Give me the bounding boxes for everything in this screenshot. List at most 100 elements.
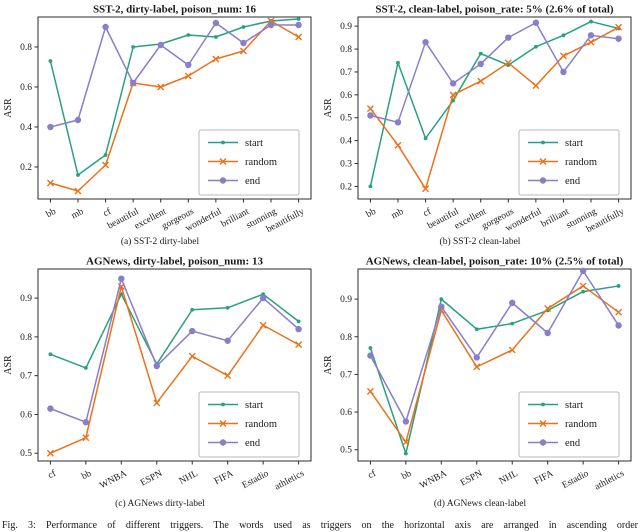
svg-text:WNBA: WNBA — [98, 469, 128, 492]
svg-text:0.8: 0.8 — [20, 333, 32, 343]
legend: start random end — [518, 129, 620, 196]
chart-grid: SST-2, dirty-label, poison_num: 16 0.2 0.4… — [0, 2, 640, 516]
svg-text:random: random — [565, 157, 597, 168]
plot-frame — [357, 16, 632, 200]
chart-sst2-dirty-label: SST-2, dirty-label, poison_num: 16 0.2 0.4… — [3, 4, 312, 232]
svg-text:athletics: athletics — [593, 469, 626, 493]
svg-text:end: end — [245, 176, 261, 187]
svg-text:0.7: 0.7 — [340, 370, 352, 380]
subcaption-b: (b) SST-2 clean-label — [439, 237, 521, 247]
svg-text:0.6: 0.6 — [340, 91, 352, 101]
svg-text:random: random — [245, 419, 277, 430]
chart-title: SST-2, clean-label, poison_rate: 5% (2.6… — [375, 4, 614, 16]
svg-text:cf: cf — [421, 206, 433, 220]
subcaption-c: (c) AGNews dirty-label — [115, 499, 205, 509]
x-axis: cf bb WNBA ESPN NHL FIFA Estadio athletics — [46, 461, 306, 493]
chart-title: SST-2, dirty-label, poison_num: 16 — [93, 4, 257, 16]
y-axis: 0.5 0.6 0.7 0.8 0.9 — [20, 294, 38, 459]
series-start — [368, 19, 621, 189]
x-axis: bb mb cfbeautifulexcellentgorgeouswonderfu… — [45, 199, 306, 232]
svg-text:0.6: 0.6 — [340, 408, 352, 418]
series-start — [368, 284, 621, 456]
chart-sst2-clean-label: SST-2, clean-label, poison_rate: 5% (2.6… — [323, 4, 632, 232]
chart-title: AGNews, dirty-label, poison_num: 13 — [86, 256, 263, 268]
svg-text:ESPN: ESPN — [139, 469, 164, 489]
svg-text:start: start — [245, 400, 263, 411]
svg-text:cf: cf — [46, 468, 58, 482]
svg-text:0.5: 0.5 — [340, 114, 352, 124]
y-axis-label: ASR — [323, 98, 334, 118]
series-end — [367, 267, 622, 425]
svg-text:0.8: 0.8 — [340, 45, 352, 55]
cell-agnews-clean: AGNews, clean-label, poison_rate: 10% (2… — [320, 254, 640, 516]
series-random — [366, 282, 623, 446]
x-axis: bb mb cfbeautifulexcellentgorgeouswonderfu… — [365, 199, 626, 232]
subcaption-a: (a) SST-2 dirty-label — [120, 237, 200, 247]
svg-text:0.5: 0.5 — [20, 449, 32, 459]
svg-text:0.8: 0.8 — [20, 43, 32, 53]
svg-text:NHL: NHL — [498, 469, 520, 487]
svg-text:cf: cf — [366, 468, 378, 482]
svg-text:0.2: 0.2 — [20, 163, 32, 173]
svg-text:0.7: 0.7 — [20, 372, 32, 382]
svg-text:NHL: NHL — [178, 469, 200, 487]
chart-title: AGNews, clean-label, poison_rate: 10% (2… — [366, 256, 624, 268]
svg-text:0.9: 0.9 — [20, 294, 32, 304]
y-axis-label: ASR — [3, 98, 14, 118]
svg-text:end: end — [565, 438, 581, 449]
svg-text:start: start — [245, 138, 263, 149]
svg-text:end: end — [565, 176, 581, 187]
svg-text:0.6: 0.6 — [20, 410, 32, 420]
svg-text:bb: bb — [45, 207, 58, 220]
svg-text:start: start — [565, 138, 583, 149]
y-axis-label: ASR — [3, 355, 14, 375]
series-end — [47, 275, 302, 426]
svg-text:0.5: 0.5 — [340, 446, 352, 456]
svg-text:0.9: 0.9 — [340, 295, 352, 305]
svg-text:mb: mb — [70, 207, 86, 222]
svg-text:FIFA: FIFA — [533, 469, 555, 487]
subcaption-d: (d) AGNews clean-label — [433, 499, 527, 509]
y-axis-label: ASR — [323, 355, 334, 375]
plot-frame — [37, 16, 312, 200]
figure-caption: Fig. 3: Performance of different trigger… — [2, 520, 638, 531]
svg-text:0.8: 0.8 — [340, 333, 352, 343]
svg-text:0.6: 0.6 — [20, 83, 32, 93]
svg-text:start: start — [565, 400, 583, 411]
series-end — [367, 19, 622, 126]
svg-text:random: random — [245, 157, 277, 168]
chart-agnews-dirty-label: AGNews, dirty-label, poison_num: 130.50.… — [3, 256, 312, 493]
svg-text:0.4: 0.4 — [20, 123, 32, 133]
svg-text:random: random — [565, 419, 597, 430]
svg-text:WNBA: WNBA — [418, 469, 448, 492]
series-end — [47, 19, 302, 131]
svg-text:0.2: 0.2 — [340, 182, 352, 192]
y-axis: 0.2 0.4 0.6 0.8 — [20, 43, 38, 173]
x-axis: cf bb WNBA ESPN NHL FIFA Estadio athletics — [366, 461, 626, 493]
y-axis: 0.5 0.6 0.7 0.8 0.9 — [340, 295, 358, 456]
series-random — [366, 23, 623, 193]
svg-text:Estadio: Estadio — [241, 469, 271, 491]
plot-frame — [357, 268, 632, 462]
svg-text:0.7: 0.7 — [340, 68, 352, 78]
svg-text:end: end — [245, 438, 261, 449]
series-random — [46, 282, 303, 457]
svg-text:Estadio: Estadio — [561, 469, 591, 491]
plot-frame — [37, 268, 312, 462]
svg-text:bb: bb — [80, 469, 93, 482]
svg-text:bb: bb — [365, 207, 378, 220]
cell-sst2-dirty: SST-2, dirty-label, poison_num: 16 0.2 0.4… — [0, 2, 320, 254]
series-start — [48, 292, 301, 370]
chart-agnews-clean-label: AGNews, clean-label, poison_rate: 10% (2… — [323, 256, 632, 493]
svg-text:0.4: 0.4 — [340, 137, 352, 147]
cell-sst2-clean: SST-2, clean-label, poison_rate: 5% (2.6… — [320, 2, 640, 254]
legend: start random end — [198, 391, 300, 458]
svg-text:FIFA: FIFA — [213, 469, 235, 487]
svg-text:cf: cf — [101, 206, 113, 220]
cell-agnews-dirty: AGNews, dirty-label, poison_num: 13 0.5 0.… — [0, 254, 320, 516]
svg-text:0.3: 0.3 — [340, 160, 352, 170]
legend: start random end — [198, 129, 300, 196]
legend: start random end — [518, 391, 620, 458]
svg-text:0.9: 0.9 — [340, 22, 352, 32]
svg-text:mb: mb — [390, 207, 406, 222]
